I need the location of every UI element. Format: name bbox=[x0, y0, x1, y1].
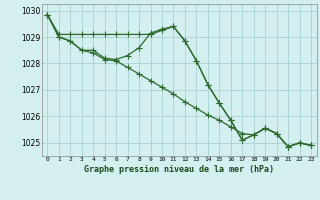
X-axis label: Graphe pression niveau de la mer (hPa): Graphe pression niveau de la mer (hPa) bbox=[84, 165, 274, 174]
